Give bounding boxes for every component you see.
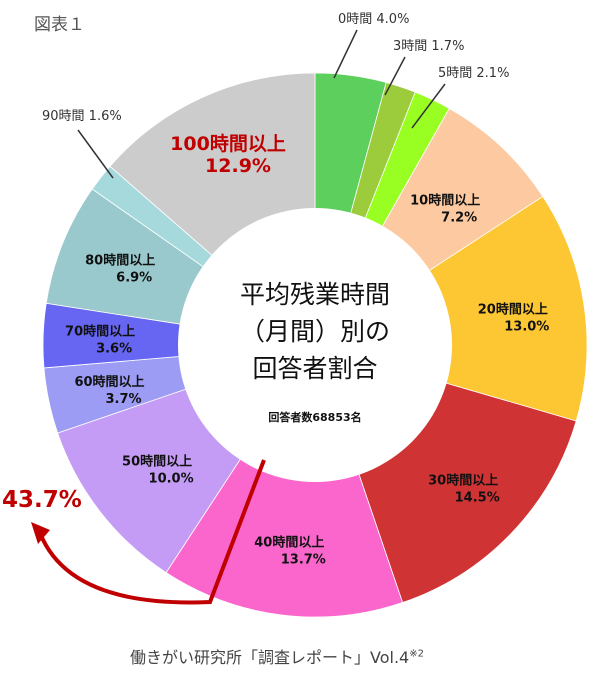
- slice-label-value-3: 7.2%: [441, 211, 477, 226]
- center-title-line-2: （月間）別の: [240, 317, 390, 346]
- slice-label-value-4: 13.0%: [504, 320, 549, 335]
- slice-label-value-7: 10.0%: [149, 472, 194, 487]
- bracket-arrowhead: [31, 522, 50, 544]
- slice-label-name-3: 10時間以上: [410, 193, 480, 209]
- donut-hole: [178, 208, 452, 482]
- slice-label-name-9: 70時間以上: [65, 324, 135, 340]
- center-title-line-1: 平均残業時間: [240, 280, 390, 309]
- slice-label-6: 40時間以上 13.7%: [254, 534, 326, 567]
- slice-label-value-5: 14.5%: [455, 491, 500, 506]
- center-title-line-3: 回答者割合: [252, 354, 377, 383]
- slice-label-11: 90時間 1.6%: [42, 109, 122, 124]
- slice-label-5: 30時間以上 14.5%: [428, 473, 500, 506]
- slice-label-4: 20時間以上 13.0%: [478, 302, 550, 335]
- slice-label-0: 0時間 4.0%: [338, 12, 409, 27]
- slice-label-name-7: 50時間以上: [122, 454, 192, 470]
- slice-label-name-5: 30時間以上: [428, 473, 498, 489]
- slice-label-9: 70時間以上 3.6%: [65, 324, 135, 357]
- center-subtitle: 回答者数68853名: [268, 410, 361, 424]
- slice-label-8: 60時間以上 3.7%: [74, 374, 144, 407]
- slice-4: [314, 195, 588, 422]
- slice-label-7: 50時間以上 10.0%: [122, 454, 194, 487]
- slice-label-2: 5時間 2.1%: [438, 66, 509, 81]
- slice-label-10: 80時間以上 6.9%: [85, 253, 155, 286]
- slice-label-name-4: 20時間以上: [478, 302, 548, 318]
- leader-line-2: [411, 83, 446, 129]
- slice-label-name-8: 60時間以上: [74, 374, 144, 390]
- slice-label-name-12: 100時間以上: [170, 133, 286, 155]
- slice-label-value-9: 3.6%: [96, 342, 132, 357]
- slice-label-value-12: 12.9%: [205, 155, 271, 177]
- slice-labels: 0時間 4.0% 3時間 1.7% 5時間 2.1% 10時間以上 7.2% 20時間以上…: [42, 12, 549, 567]
- center-title: 平均残業時間 （月間）別の 回答者割合 回答者数68853名: [240, 280, 390, 424]
- slice-label-value-6: 13.7%: [281, 552, 326, 567]
- source-note: ※2: [409, 648, 424, 660]
- slice-label-name-10: 80時間以上: [85, 253, 155, 269]
- leader-line-1: [384, 56, 406, 96]
- bracket-arrow: [38, 459, 266, 605]
- slice-label-3: 10時間以上 7.2%: [410, 193, 480, 226]
- slice-label-1: 3時間 1.7%: [393, 39, 464, 54]
- leader-line-0: [333, 29, 358, 79]
- source-citation: 働きがい研究所「調査レポート」Vol.4※2: [130, 644, 424, 668]
- slice-6: [165, 344, 404, 618]
- figure-label: 図表１: [34, 15, 85, 35]
- slice-label-value-10: 6.9%: [116, 271, 152, 286]
- slice-label-value-8: 3.7%: [105, 392, 141, 407]
- leader-line-11: [77, 129, 114, 179]
- slice-label-12: 100時間以上 12.9%: [170, 133, 286, 177]
- bracket-total-label: 43.7%: [2, 487, 82, 513]
- source-text: 働きがい研究所「調査レポート」Vol.4: [130, 648, 410, 667]
- slice-label-name-6: 40時間以上: [254, 534, 324, 550]
